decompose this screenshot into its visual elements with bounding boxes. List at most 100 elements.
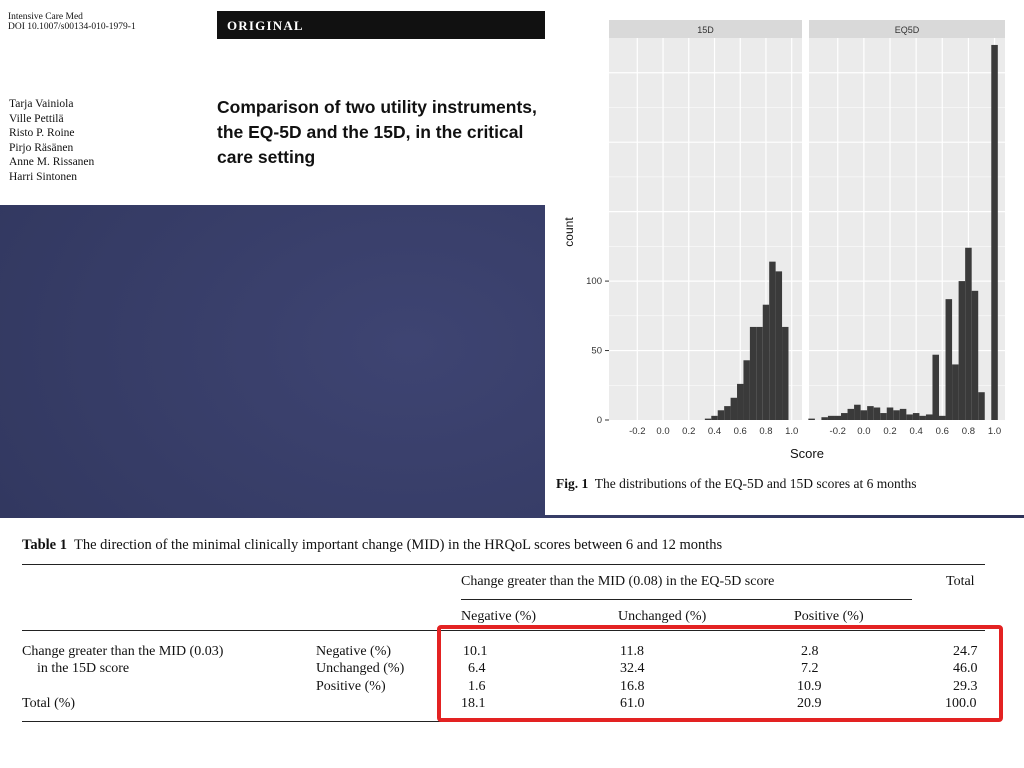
histogram-bar <box>965 247 972 420</box>
histogram-bar <box>867 406 874 420</box>
histogram-bar <box>834 415 842 420</box>
table-caption: Table 1 The direction of the minimal cli… <box>22 537 722 554</box>
table-cell-total: 46.0 <box>953 661 978 676</box>
author: Ville Pettilä <box>9 112 64 125</box>
author: Anne M. Rissanen <box>9 156 95 168</box>
histogram-bar <box>854 404 861 420</box>
histogram-bar <box>925 414 933 420</box>
row-group-label: Change greater than the MID (0.03) <box>22 644 224 659</box>
title-line: Comparison of two utility instruments, <box>217 97 537 117</box>
histogram-bar <box>704 418 712 420</box>
x-tick-label: 0.4 <box>708 426 721 437</box>
paper-title: Comparison of two utility instruments, t… <box>217 95 567 170</box>
histogram-bar <box>711 415 718 420</box>
x-tick-label: 0.0 <box>656 426 669 437</box>
y-tick-label: 50 <box>591 346 602 357</box>
table-cell: 1.6 <box>468 679 486 694</box>
facet-label: EQ5D <box>895 25 920 35</box>
x-tick-label: 0.0 <box>857 426 870 437</box>
row-group-label: in the 15D score <box>37 661 130 676</box>
row-label: Negative (%) <box>316 644 392 659</box>
highlight-box <box>437 625 1003 722</box>
y-tick-label: 0 <box>597 415 602 426</box>
total-header: Total <box>946 574 975 589</box>
x-tick-label: -0.2 <box>830 426 846 437</box>
row-label: Total (%) <box>22 696 76 711</box>
journal-info: Intensive Care Med DOI 10.1007/s00134-01… <box>8 12 136 32</box>
histogram-bar <box>756 326 763 420</box>
x-tick-label: 0.4 <box>910 426 923 437</box>
histogram-bar <box>769 261 776 420</box>
table-caption-label: Table 1 <box>22 537 67 553</box>
histogram-bar <box>775 271 783 420</box>
y-axis-label: count <box>562 217 576 247</box>
histogram-bar <box>952 364 959 420</box>
table-cell: 11.8 <box>620 644 644 659</box>
x-tick-label: 1.0 <box>988 426 1001 437</box>
histogram-bar <box>945 299 953 420</box>
histogram-bar <box>749 326 757 420</box>
table-caption-text: The direction of the minimal clinically … <box>74 537 723 553</box>
histogram-bar <box>919 415 926 420</box>
x-tick-label: 0.2 <box>883 426 896 437</box>
table-cell: 2.8 <box>801 644 819 659</box>
figure-excerpt: 15D -0.2 0.0 0.2 0.4 0.6 0.8 1.0 EQ5D -0.2 0.0 0.2 0… <box>545 0 1024 515</box>
table-cell: 10.1 <box>463 644 488 659</box>
author-list: Tarja Vainiola Ville Pettilä Risto P. Ro… <box>9 97 94 184</box>
histogram-bar <box>978 392 985 420</box>
group-header: Change greater than the MID (0.08) in th… <box>461 574 775 589</box>
table-cell: 7.2 <box>801 661 819 676</box>
histogram-bar <box>782 326 789 420</box>
histogram-bar <box>724 406 731 420</box>
histogram-bar <box>912 413 920 420</box>
histogram-bar <box>808 418 815 420</box>
histogram-bar <box>932 354 940 420</box>
table-cell-total: 100.0 <box>945 696 977 711</box>
histogram-bar <box>743 360 750 420</box>
author: Tarja Vainiola <box>9 98 74 110</box>
title-line: the EQ-5D and the 15D, in the critical <box>217 122 524 142</box>
row-label: Positive (%) <box>316 679 386 694</box>
y-tick-label: 100 <box>586 276 602 287</box>
x-tick-label: 0.2 <box>682 426 695 437</box>
table-cell: 61.0 <box>620 696 645 711</box>
histogram-bar <box>827 415 835 420</box>
subheader-negative: Negative (%) <box>461 609 537 624</box>
histogram-bar <box>958 281 966 420</box>
histogram-bar <box>906 414 913 420</box>
histogram-chart: 15D -0.2 0.0 0.2 0.4 0.6 0.8 1.0 EQ5D -0.2 0.0 0.2 0… <box>562 20 1005 461</box>
histogram-bar <box>886 407 894 420</box>
figure-caption-text: The distributions of the EQ-5D and 15D s… <box>594 476 917 491</box>
facet-label: 15D <box>697 25 714 35</box>
row-label: Unchanged (%) <box>316 661 405 676</box>
histogram-bar <box>991 44 998 420</box>
table-cell: 10.9 <box>797 679 822 694</box>
x-tick-label: 1.0 <box>785 426 798 437</box>
figure-caption: Fig. 1 The distributions of the EQ-5D an… <box>556 476 916 492</box>
histogram-bar <box>873 407 881 420</box>
histogram-bar <box>939 415 946 420</box>
x-tick-label: 0.8 <box>962 426 975 437</box>
table-cell: 32.4 <box>620 661 645 676</box>
author: Risto P. Roine <box>9 127 75 139</box>
title-line: care setting <box>217 147 316 167</box>
histogram-bar <box>860 410 868 420</box>
journal-name: Intensive Care Med <box>8 12 83 22</box>
table-cell-total: 29.3 <box>953 679 978 694</box>
table-top-rule <box>22 564 985 565</box>
histogram-bar <box>847 408 855 420</box>
x-tick-label: 0.6 <box>734 426 747 437</box>
facet-strip <box>809 20 1005 38</box>
histogram-bar <box>737 383 744 420</box>
group-header-rule <box>461 599 912 600</box>
author: Pirjo Räsänen <box>9 141 74 154</box>
histogram-bar <box>893 410 900 420</box>
table-cell: 20.9 <box>797 696 822 711</box>
table-cell: 6.4 <box>468 661 486 676</box>
histogram-bar <box>841 413 848 420</box>
author: Harri Sintonen <box>9 170 78 183</box>
header-bottom-rule <box>22 630 985 631</box>
table-cell-total: 24.7 <box>953 644 978 659</box>
subheader-unchanged: Unchanged (%) <box>618 609 707 624</box>
histogram-bar <box>971 290 979 420</box>
